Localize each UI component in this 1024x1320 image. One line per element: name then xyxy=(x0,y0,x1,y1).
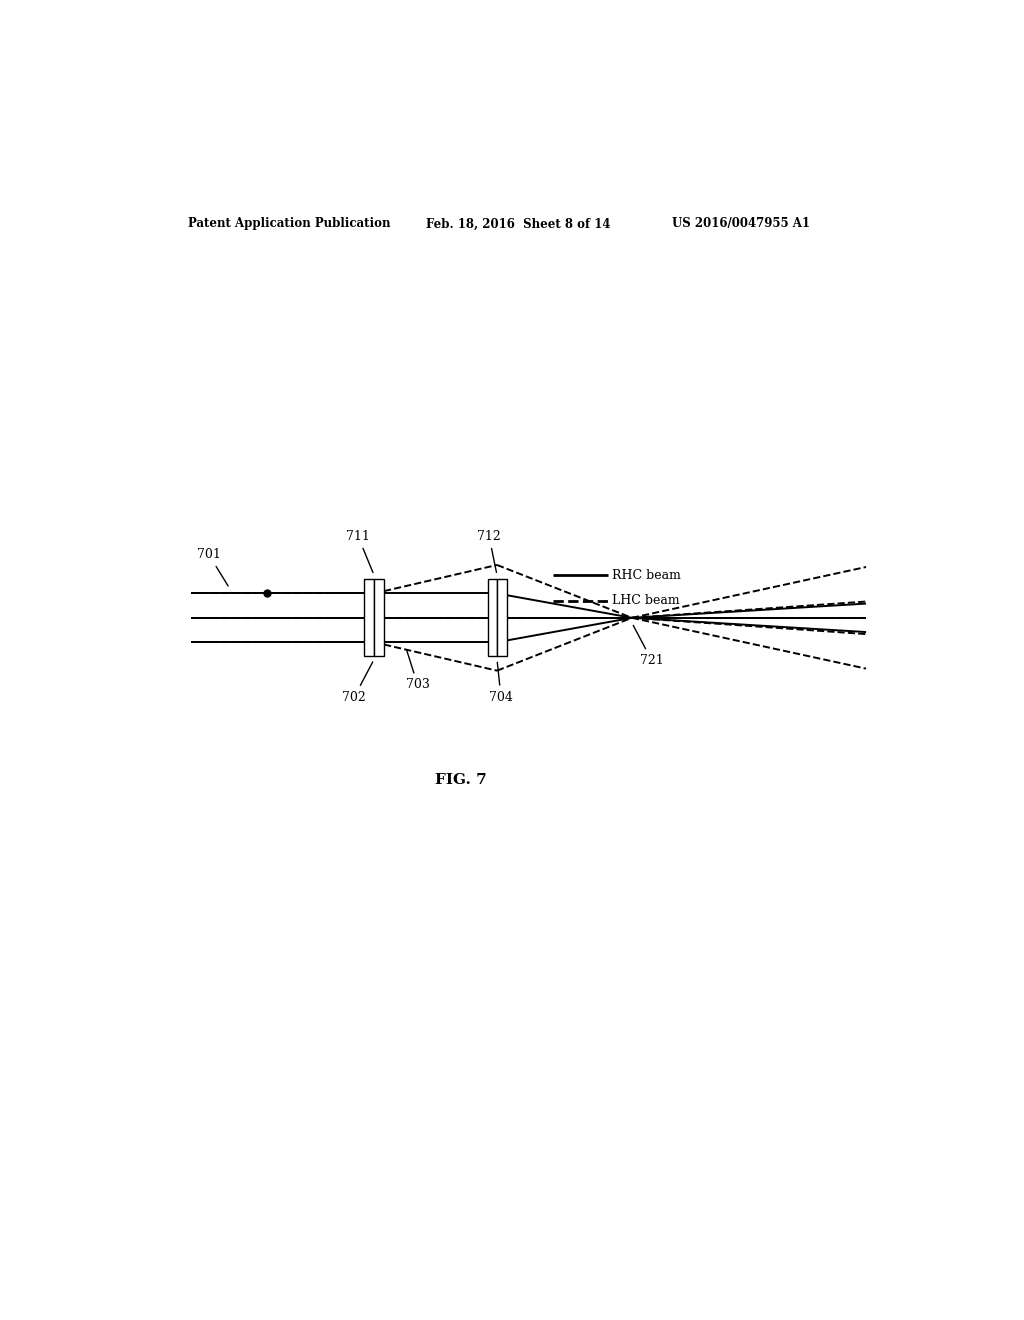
Text: LHC beam: LHC beam xyxy=(612,594,680,607)
Text: Feb. 18, 2016  Sheet 8 of 14: Feb. 18, 2016 Sheet 8 of 14 xyxy=(426,218,610,231)
Bar xyxy=(487,579,497,656)
Bar xyxy=(497,579,507,656)
Text: 711: 711 xyxy=(346,531,373,573)
Text: 703: 703 xyxy=(406,649,430,692)
Text: Patent Application Publication: Patent Application Publication xyxy=(187,218,390,231)
Text: 702: 702 xyxy=(342,661,373,704)
Text: 721: 721 xyxy=(633,626,664,667)
Bar xyxy=(365,579,374,656)
Text: 704: 704 xyxy=(489,663,513,704)
Text: FIG. 7: FIG. 7 xyxy=(435,774,487,787)
Text: 701: 701 xyxy=(197,548,228,586)
Text: US 2016/0047955 A1: US 2016/0047955 A1 xyxy=(672,218,810,231)
Text: RHC beam: RHC beam xyxy=(612,569,681,582)
Text: 712: 712 xyxy=(477,531,501,573)
Bar xyxy=(374,579,384,656)
